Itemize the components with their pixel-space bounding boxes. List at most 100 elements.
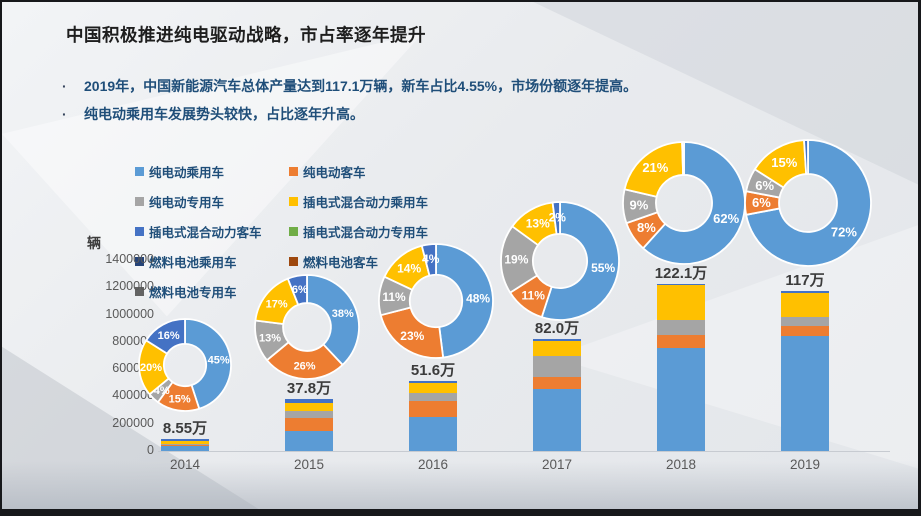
donut-2015-slice-2 — [266, 341, 344, 380]
bar-total-label-2019: 117万 — [785, 272, 825, 290]
page-title: 中国积极推进纯电驱动战略，市占率逐年提升 — [66, 25, 426, 45]
x-tick-label-2015: 2015 — [293, 457, 325, 472]
legend-item-2: 纯电动客车 — [289, 162, 428, 181]
x-axis-line — [158, 451, 890, 452]
bar-2019-segment-3 — [781, 316, 829, 327]
donut-2016-slice-1 — [435, 243, 494, 359]
bar-2019-segment-4 — [781, 292, 829, 317]
x-tick-label-2014: 2014 — [169, 457, 201, 472]
donut-2016-percent-label: 48% — [466, 291, 490, 305]
y-tick-label: 1400000 — [105, 252, 154, 266]
legend-label: 燃料电池客车 — [303, 256, 379, 270]
donut-2017-slice-5 — [551, 201, 561, 235]
bar-2017-segment-4 — [533, 341, 581, 356]
bar-total-label-2017: 82.0万 — [534, 320, 580, 338]
donut-chart-2018: 62% 8% 9% 21% — [622, 141, 746, 265]
bar-2015-segment-3 — [285, 411, 333, 418]
bar-total-label-2016: 51.6万 — [410, 361, 456, 379]
legend-label: 插电式混合动力客车 — [149, 226, 262, 240]
donut-2017-percent-label: 11% — [522, 288, 546, 302]
bar-2019-segment-5 — [781, 291, 829, 293]
donut-2018-slice-1 — [642, 141, 746, 265]
y-tick-label: 1000000 — [105, 306, 154, 321]
donut-2016-percent-label: 4% — [422, 252, 440, 266]
donut-2015-slice-5 — [286, 274, 308, 306]
legend-swatch — [289, 227, 298, 236]
legend-label: 燃料电池专用车 — [149, 286, 237, 300]
donut-2017-percent-label: 13% — [526, 216, 550, 230]
donut-2014-percent-label: 16% — [158, 330, 180, 342]
legend-label: 纯电动乘用车 — [149, 166, 225, 180]
bar-2018-segment-4 — [657, 285, 705, 321]
bullet-line: · 纯电动乘用车发展势头较快，占比逐年升高。 — [62, 104, 364, 124]
donut-2014-percent-label: 45% — [208, 355, 230, 367]
bar-2014-segment-2 — [161, 444, 209, 446]
bar-2018-segment-3 — [657, 320, 705, 335]
donut-chart-2019: 72% 6% 6% 15% — [744, 139, 872, 267]
y-tick-label: 0 — [147, 443, 154, 457]
bar-2016-segment-2 — [409, 401, 457, 418]
legend-item-3: 纯电动专用车 — [135, 192, 287, 211]
legend-label: 插电式混合动力专用车 — [303, 226, 429, 240]
donut-2015-percent-label: 38% — [332, 308, 354, 320]
donut-2018-percent-label: 21% — [642, 160, 668, 175]
donut-2017-percent-label: 2% — [549, 210, 567, 224]
donut-2015-percent-label: 6% — [292, 284, 308, 296]
donut-chart-2016: 48% 23% 11% 14%4% — [378, 243, 494, 359]
donut-2016-percent-label: 11% — [382, 290, 406, 304]
bar-2016-segment-3 — [409, 393, 457, 401]
x-tick-label-2016: 2016 — [417, 457, 449, 472]
bar-2019-segment-1 — [781, 336, 829, 451]
donut-2017-slice-1 — [540, 201, 620, 321]
donut-chart-2014: 45%15%4%20%16% — [138, 318, 232, 412]
legend-swatch — [135, 257, 144, 266]
legend-label: 纯电动客车 — [303, 166, 366, 180]
legend-swatch — [135, 227, 144, 236]
donut-2018-percent-label: 9% — [630, 197, 649, 212]
donut-2015-slice-1 — [306, 274, 360, 366]
bar-2015-segment-1 — [285, 431, 333, 451]
x-tick-label-2019: 2019 — [789, 457, 821, 472]
donut-2015-percent-label: 17% — [266, 298, 288, 310]
donut-2018-percent-label: 62% — [713, 211, 739, 226]
donut-2019-percent-label: 72% — [831, 225, 857, 240]
bar-2019-segment-2 — [781, 326, 829, 337]
bar-2018-segment-1 — [657, 348, 705, 451]
donut-2019-percent-label: 6% — [755, 178, 774, 193]
legend-label: 插电式混合动力乘用车 — [303, 196, 429, 210]
bar-2015-segment-4 — [285, 402, 333, 412]
y-tick-label: 1200000 — [105, 279, 154, 294]
donut-2016-slice-2 — [379, 306, 445, 359]
chart-legend: 纯电动乘用车 纯电动客车纯电动专用车 插电式混合动力乘用车插电式混合动力客车 插电式混… — [135, 162, 428, 301]
bar-2014-segment-4 — [161, 441, 209, 444]
bar-2016-segment-1 — [409, 417, 457, 451]
legend-item-4: 插电式混合动力乘用车 — [289, 192, 428, 211]
donut-2019-percent-label: 15% — [771, 155, 797, 170]
bar-2017-segment-5 — [533, 339, 581, 342]
bar-2017-segment-3 — [533, 355, 581, 378]
bar-2015-segment-5 — [285, 399, 333, 403]
donut-chart-2015: 38% 26% 13% 17% 6% — [254, 274, 360, 380]
bar-total-label-2018: 122.1万 — [654, 265, 708, 283]
legend-label: 纯电动专用车 — [149, 196, 225, 210]
donut-2017-percent-label: 19% — [504, 253, 528, 267]
legend-item-5: 插电式混合动力客车 — [135, 222, 287, 241]
legend-item-8: 燃料电池客车 — [289, 252, 428, 271]
donut-2014-percent-label: 15% — [169, 394, 191, 406]
bar-2017-segment-1 — [533, 389, 581, 451]
legend-item-7: 燃料电池乘用车 — [135, 252, 287, 271]
bullet-text: 纯电动乘用车发展势头较快，占比逐年升高。 — [84, 106, 364, 122]
legend-item-1: 纯电动乘用车 — [135, 162, 287, 181]
bar-2018-segment-5 — [657, 284, 705, 286]
legend-swatch — [289, 197, 298, 206]
bar-2014-segment-5 — [161, 439, 209, 442]
bullet-text: 2019年，中国新能源汽车总体产量达到117.1万辆，新车占比4.55%，市场份… — [84, 78, 638, 94]
legend-label: 燃料电池乘用车 — [149, 256, 237, 270]
legend-swatch — [135, 167, 144, 176]
legend-item-6: 插电式混合动力专用车 — [289, 222, 428, 241]
donut-2016-percent-label: 23% — [400, 329, 424, 343]
bar-2014-segment-1 — [161, 445, 209, 451]
x-tick-label-2018: 2018 — [665, 457, 697, 472]
donut-2016-percent-label: 14% — [397, 261, 421, 275]
